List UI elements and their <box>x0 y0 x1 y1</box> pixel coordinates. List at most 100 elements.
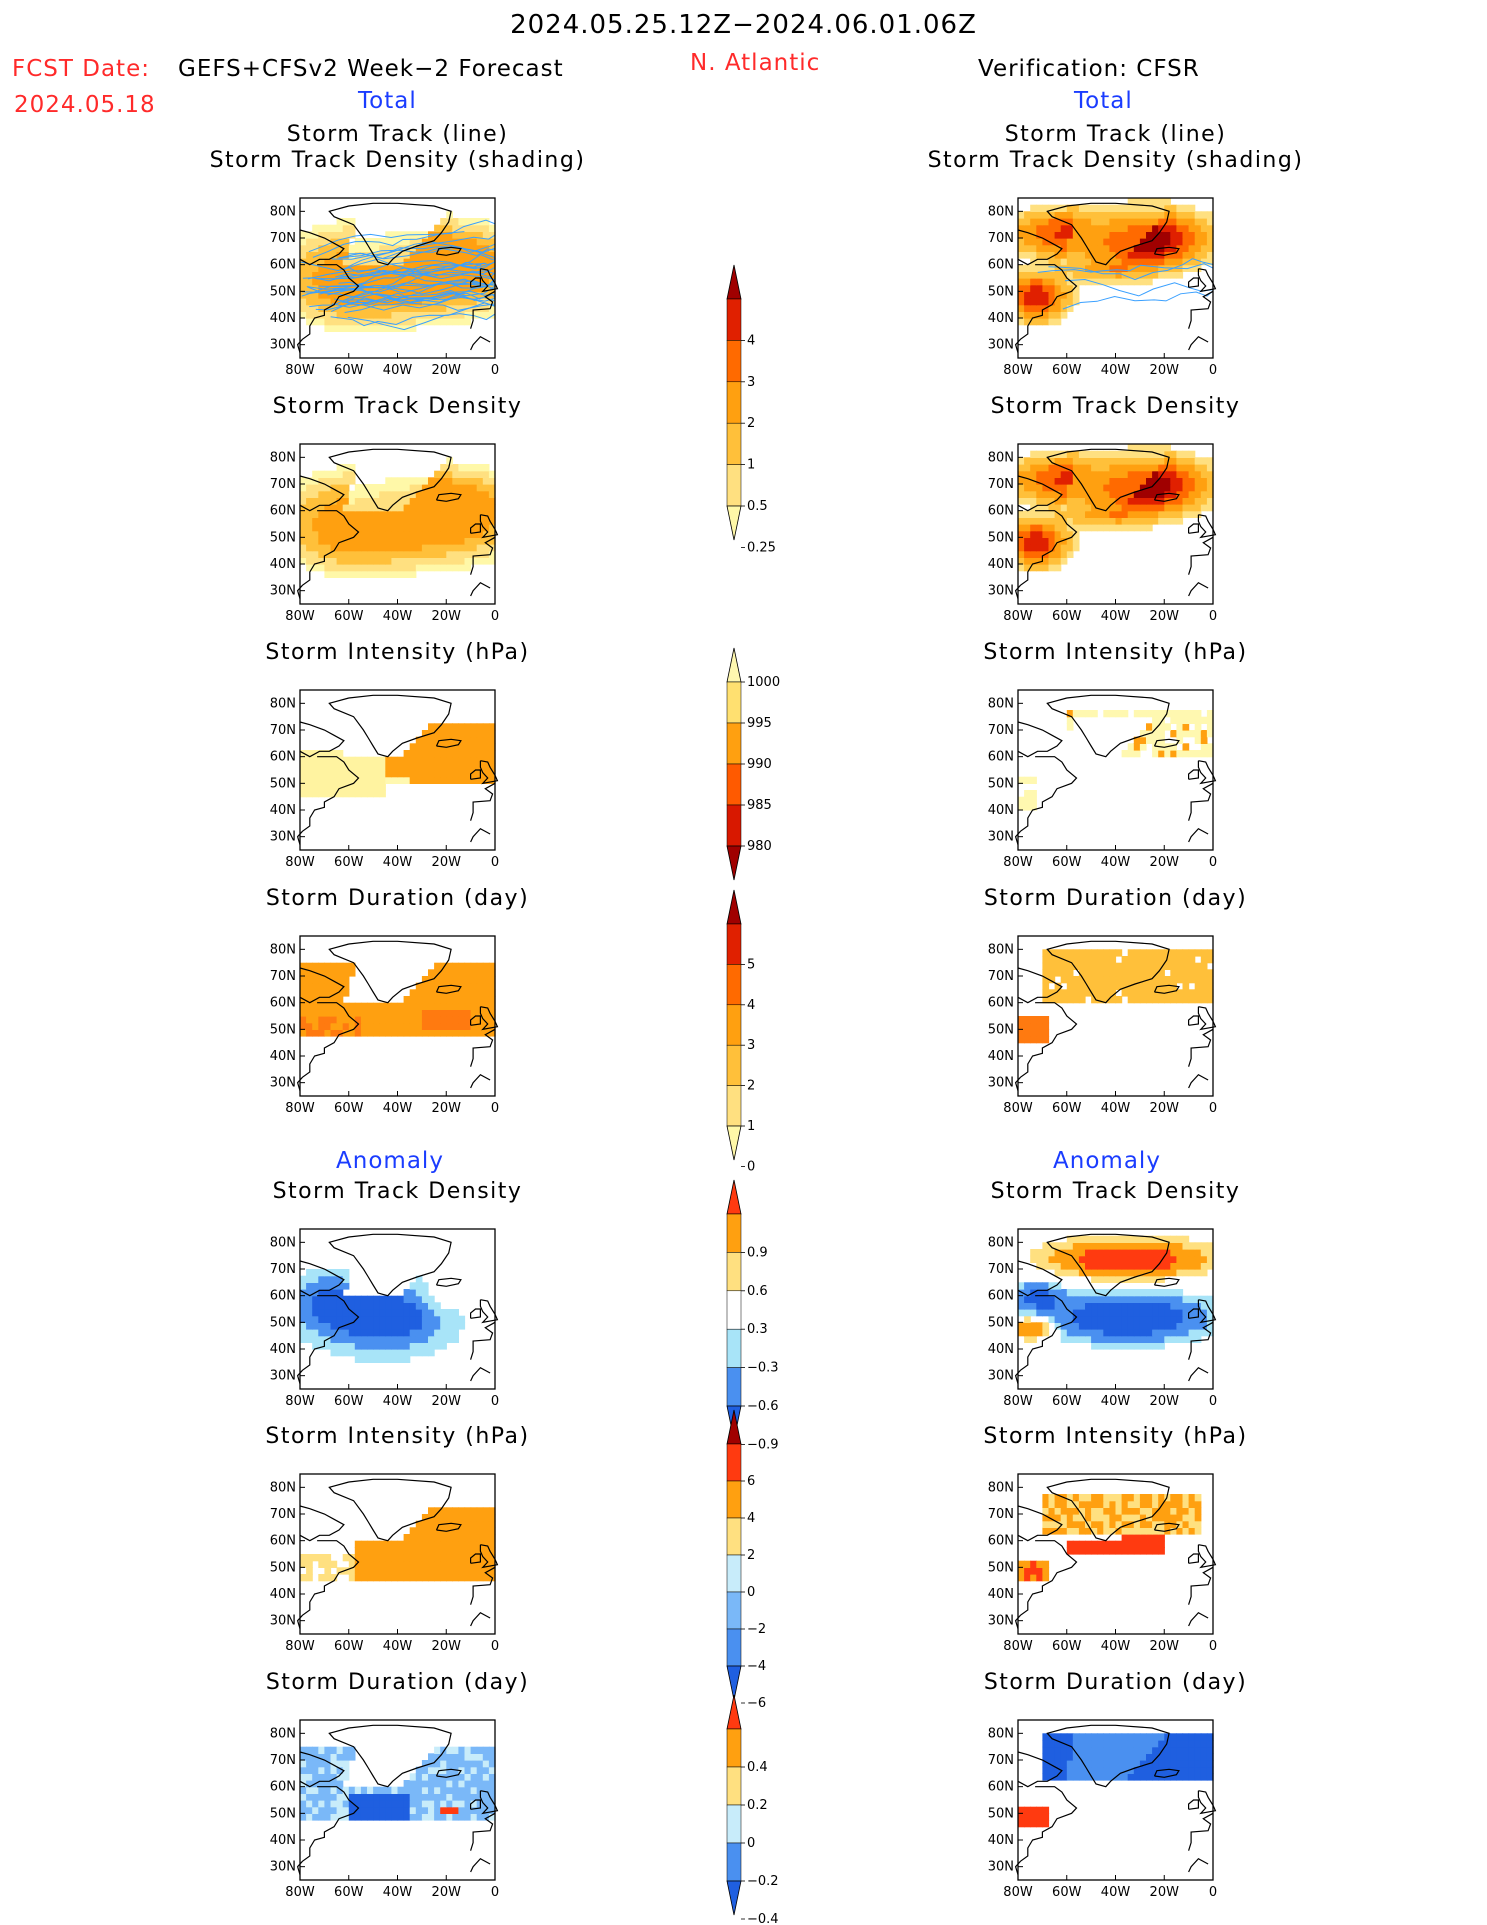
left-map-track: 80N 70N 60N 50N 40N 30N 80W 60W 40W 20W 0 <box>270 197 499 378</box>
lat-tick-label: 70N <box>988 231 1014 246</box>
lon-tick-label: 20W <box>432 609 462 624</box>
colorbar-tick-label: 2 <box>747 1079 755 1094</box>
lat-tick-label: 50N <box>270 530 296 545</box>
lat-tick-label: 70N <box>270 1262 296 1277</box>
lat-tick-label: 50N <box>270 1806 296 1821</box>
lat-tick-label: 50N <box>988 776 1014 791</box>
lat-tick-label: 30N <box>988 1860 1014 1875</box>
lon-tick-label: 60W <box>1052 1101 1082 1116</box>
lat-tick-label: 80N <box>988 1480 1014 1495</box>
lat-tick-label: 80N <box>270 942 296 957</box>
lon-tick-label: 20W <box>432 1885 462 1900</box>
lat-tick-label: 60N <box>270 504 296 519</box>
lon-tick-label: 60W <box>334 363 364 378</box>
colorbar-tick-label: 2 <box>747 1548 755 1563</box>
lat-tick-label: 60N <box>988 996 1014 1011</box>
lon-tick-label: 40W <box>1101 1885 1131 1900</box>
colorbar-tick-label: 4 <box>747 998 755 1013</box>
lat-tick-label: 30N <box>270 1614 296 1629</box>
lon-tick-label: 20W <box>1150 1639 1180 1654</box>
colorbar-tick-label: −6 <box>747 1696 766 1711</box>
lat-tick-label: 40N <box>988 1049 1014 1064</box>
lat-tick-label: 40N <box>988 1587 1014 1602</box>
lat-tick-label: 40N <box>988 803 1014 818</box>
colorbar-tick-label: 2 <box>747 416 755 431</box>
lat-tick-label: 30N <box>988 584 1014 599</box>
lon-tick-label: 60W <box>1052 609 1082 624</box>
lat-tick-label: 70N <box>270 1507 296 1522</box>
right-panel-3-title1: Storm Intensity (hPa) <box>983 640 1248 665</box>
lon-tick-label: 0 <box>1209 609 1217 624</box>
lat-tick-label: 70N <box>988 477 1014 492</box>
lat-tick-label: 80N <box>270 696 296 711</box>
colorbar-tick-label: 3 <box>747 1038 755 1053</box>
lat-tick-label: 50N <box>270 776 296 791</box>
lon-tick-label: 40W <box>383 1885 413 1900</box>
lat-tick-label: 50N <box>988 1022 1014 1037</box>
left-map-density: 80N 70N 60N 50N 40N 30N 80W 60W 40W 20W 0 <box>270 443 499 624</box>
lat-tick-label: 80N <box>270 204 296 219</box>
lon-tick-label: 0 <box>491 609 499 624</box>
lon-tick-label: 20W <box>432 1394 462 1409</box>
lat-tick-label: 60N <box>988 1780 1014 1795</box>
left-panel-1-title2: Storm Track Density (shading) <box>209 148 586 173</box>
colorbar-tick-label: −4 <box>747 1659 766 1674</box>
lat-tick-label: 40N <box>988 1342 1014 1357</box>
lat-tick-label: 70N <box>270 477 296 492</box>
lat-tick-label: 50N <box>988 284 1014 299</box>
lon-tick-label: 0 <box>1209 1101 1217 1116</box>
colorbar-tick-label: 0.2 <box>747 1798 768 1813</box>
lon-tick-label: 20W <box>1150 1394 1180 1409</box>
lat-tick-label: 70N <box>270 231 296 246</box>
colorbar-density: 4 3 2 1 0.5 0.25 <box>726 264 776 555</box>
right-map-density: 80N 70N 60N 50N 40N 30N 80W 60W 40W 20W 0 <box>988 443 1217 624</box>
fcst-date-label: FCST Date: <box>12 56 150 82</box>
lat-tick-label: 80N <box>988 942 1014 957</box>
lat-tick-label: 70N <box>988 1262 1014 1277</box>
lon-tick-label: 60W <box>334 609 364 624</box>
lon-tick-label: 20W <box>1150 1885 1180 1900</box>
right-panel-7-title1: Storm Duration (day) <box>983 1670 1248 1695</box>
colorbar-tick-label: −0.4 <box>747 1912 779 1925</box>
left-panel-7-title1: Storm Duration (day) <box>265 1670 530 1695</box>
right-panel-1-title1: Storm Track (line) <box>1004 122 1227 147</box>
lon-tick-label: 40W <box>1101 363 1131 378</box>
region-label: N. Atlantic <box>690 50 821 76</box>
lon-tick-label: 60W <box>334 1639 364 1654</box>
lon-tick-label: 60W <box>334 1885 364 1900</box>
lon-tick-label: 40W <box>383 609 413 624</box>
lat-tick-label: 80N <box>988 204 1014 219</box>
colorbar-tick-label: 4 <box>747 333 755 348</box>
lon-tick-label: 40W <box>1101 1101 1131 1116</box>
colorbar-tick-label: 985 <box>747 798 772 813</box>
lon-tick-label: 80W <box>285 1885 315 1900</box>
colorbar-tick-label: 990 <box>747 757 772 772</box>
colorbar-tick-label: −0.6 <box>747 1399 779 1414</box>
colorbar-tick-label: 1 <box>747 458 755 473</box>
lat-tick-label: 50N <box>270 1315 296 1330</box>
lon-tick-label: 80W <box>1003 363 1033 378</box>
lat-tick-label: 70N <box>988 1507 1014 1522</box>
right-map-duration: 80N 70N 60N 50N 40N 30N 80W 60W 40W 20W 0 <box>988 935 1217 1116</box>
lat-tick-label: 70N <box>270 1753 296 1768</box>
colorbar-tick-label: 0.5 <box>747 499 768 514</box>
lat-tick-label: 50N <box>270 1560 296 1575</box>
lat-tick-label: 80N <box>988 1235 1014 1250</box>
lat-tick-label: 80N <box>270 1480 296 1495</box>
lat-tick-label: 70N <box>270 969 296 984</box>
lat-tick-label: 50N <box>988 1560 1014 1575</box>
verification-label: Verification: CFSR <box>978 56 1200 82</box>
left-anomaly-label: Anomaly <box>336 1148 444 1174</box>
lat-tick-label: 80N <box>270 1726 296 1741</box>
colorbar-tick-label: −0.2 <box>747 1874 779 1889</box>
lat-tick-label: 50N <box>270 284 296 299</box>
lat-tick-label: 80N <box>270 450 296 465</box>
lat-tick-label: 30N <box>270 830 296 845</box>
colorbar-tick-label: −0.3 <box>747 1361 779 1376</box>
colorbar-tick-label: 995 <box>747 716 772 731</box>
lon-tick-label: 80W <box>1003 609 1033 624</box>
lon-tick-label: 60W <box>1052 855 1082 870</box>
lat-tick-label: 80N <box>988 450 1014 465</box>
lat-tick-label: 80N <box>988 696 1014 711</box>
